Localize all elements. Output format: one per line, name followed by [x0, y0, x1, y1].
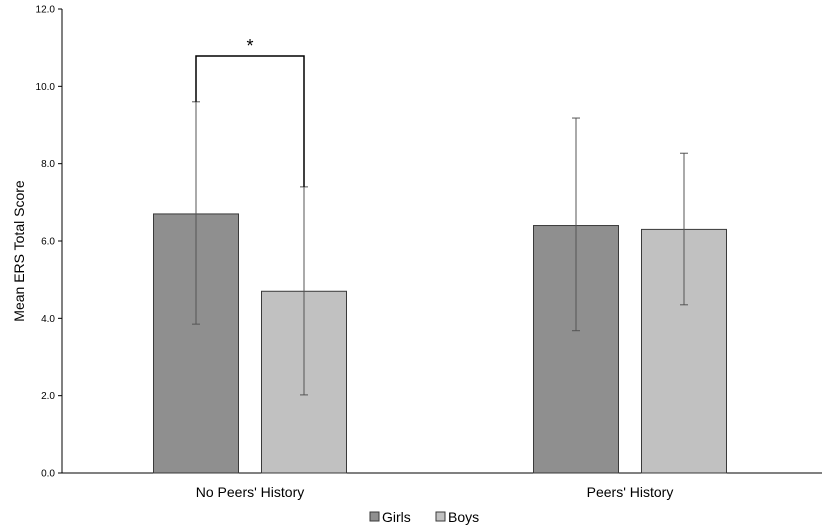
legend-swatch-girls — [369, 511, 380, 522]
y-tick-label: 4.0 — [41, 314, 55, 325]
significance-bracket: * — [195, 36, 305, 187]
y-tick-label: 6.0 — [41, 237, 55, 248]
y-axis-title: Mean ERS Total Score — [11, 180, 27, 322]
y-axis: 0.0 2.0 4.0 6.0 8.0 10.0 12.0 — [36, 5, 63, 480]
y-tick-label: 8.0 — [41, 159, 55, 170]
bars — [153, 213, 727, 474]
legend-label-girls: Girls — [382, 509, 411, 525]
significance-star: * — [246, 36, 253, 56]
y-tick-label: 2.0 — [41, 391, 55, 402]
y-tick-label: 10.0 — [36, 82, 56, 93]
category-label: Peers' History — [587, 484, 674, 500]
category-labels: No Peers' History Peers' History — [196, 484, 674, 500]
legend-label-boys: Boys — [448, 509, 479, 525]
bracket-line — [195, 55, 305, 187]
legend: Girls Boys — [369, 509, 479, 525]
y-ticks: 0.0 2.0 4.0 6.0 8.0 10.0 12.0 — [36, 5, 62, 480]
legend-swatch-boys — [435, 511, 446, 522]
y-tick-label: 12.0 — [36, 5, 56, 16]
category-label: No Peers' History — [196, 484, 304, 500]
y-tick-label: 0.0 — [41, 469, 55, 480]
error-bars — [192, 101, 688, 396]
